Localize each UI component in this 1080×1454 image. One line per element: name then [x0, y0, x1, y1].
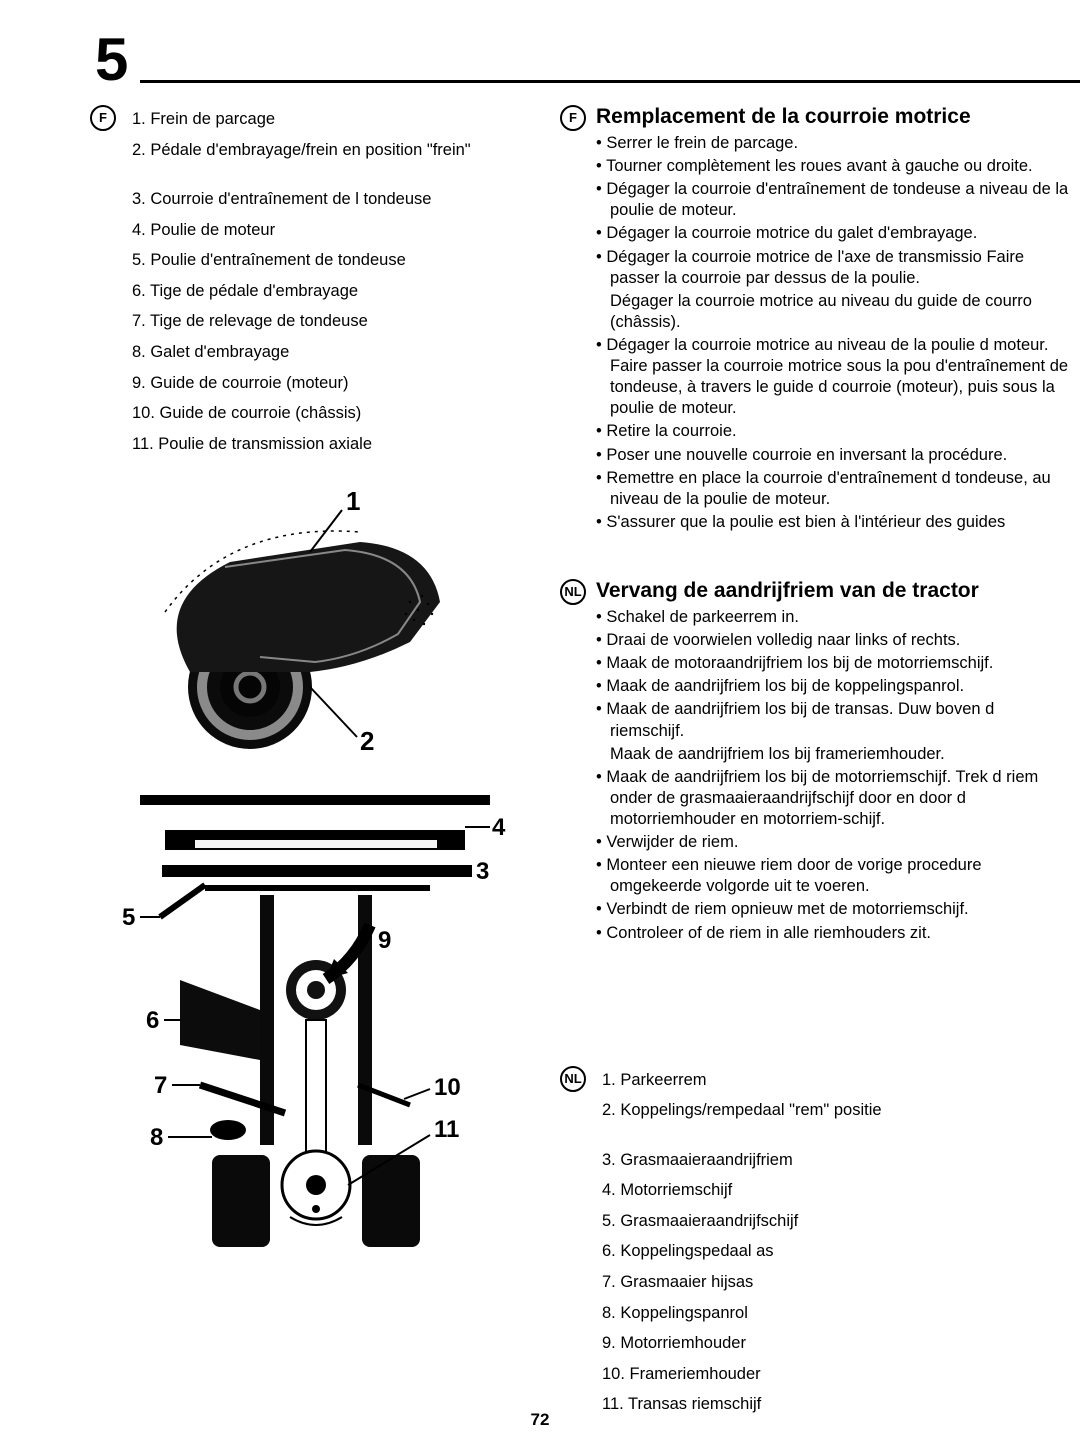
bullet-item: Dégager la courroie motrice de l'axe de … [596, 247, 1070, 289]
bullets-fr: Serrer le frein de parcage.Tourner compl… [596, 133, 1070, 533]
left-column: F 1. Frein de parcage 2. Pédale d'embraya… [90, 105, 550, 1423]
bullet-item: Retire la courroie. [596, 421, 1070, 442]
parts-list-nl: 1. Parkeerrem 2. Koppelings/rempedaal "re… [602, 1068, 882, 1423]
bullet-item: Serrer le frein de parcage. [596, 133, 1070, 154]
list-item: 3. Grasmaaieraandrijfriem [602, 1148, 882, 1174]
list-item: 6. Koppelingspedaal as [602, 1239, 882, 1265]
bullet-item: Schakel de parkeerrem in. [596, 607, 1070, 628]
lang-badge-nl: NL [560, 579, 586, 605]
section-nl-head: NL Vervang de aandrijfriem van de tracto… [560, 579, 1070, 946]
svg-text:9: 9 [378, 927, 391, 954]
fig1-label-2: 2 [360, 726, 374, 756]
bullet-item: Draai de voorwielen volledig naar links … [596, 630, 1070, 651]
list-item: 8. Koppelingspanrol [602, 1301, 882, 1327]
svg-text:5: 5 [122, 904, 135, 931]
bullet-item: Tourner complètement les roues avant à g… [596, 156, 1070, 177]
bullet-item: S'assurer que la poulie est bien à l'int… [596, 512, 1070, 533]
page-body: F 1. Frein de parcage 2. Pédale d'embraya… [90, 105, 1080, 1423]
section-title-fr: Remplacement de la courroie motrice [596, 105, 1070, 129]
section-fr-head: F Remplacement de la courroie motrice Se… [560, 105, 1070, 535]
figure-2: 4 3 5 9 6 7 8 10 11 [110, 785, 530, 1260]
bullet-item: Maak de aandrijfriem los bij de transas.… [596, 699, 1070, 741]
svg-text:4: 4 [492, 814, 506, 841]
bullets-nl: Schakel de parkeerrem in.Draai de voorwi… [596, 607, 1070, 944]
right-column: F Remplacement de la courroie motrice Se… [550, 105, 1070, 1423]
svg-text:8: 8 [150, 1124, 163, 1151]
list-item: 1. Parkeerrem [602, 1068, 882, 1094]
list-item: 5. Poulie d'entraînement de tondeuse [132, 248, 471, 274]
list-item: 4. Motorriemschijf [602, 1178, 882, 1204]
lang-badge-f: F [90, 105, 116, 131]
bullet-item: Dégager la courroie d'entraînement de to… [596, 179, 1070, 221]
parts-list-fr: 1. Frein de parcage 2. Pédale d'embrayage… [132, 107, 471, 462]
list-item: 3. Courroie d'entraînement de l tondeuse [132, 187, 471, 213]
bullet-item: Maak de aandrijfriem los bij de motorrie… [596, 767, 1070, 830]
parts-list-nl-head: NL 1. Parkeerrem 2. Koppelings/rempedaal … [560, 1066, 1070, 1423]
lang-badge-f2: F [560, 105, 586, 131]
bullet-item: Verbindt de riem opnieuw met de motorrie… [596, 899, 1070, 920]
list-item: 9. Motorriemhouder [602, 1331, 882, 1357]
bullet-item: Verwijder de riem. [596, 832, 1070, 853]
bullet-item: Controleer of de riem in alle riemhouder… [596, 923, 1070, 944]
bullet-item: Remettre en place la courroie d'entraîne… [596, 468, 1070, 510]
svg-text:7: 7 [154, 1072, 167, 1099]
list-item: 4. Poulie de moteur [132, 218, 471, 244]
lang-badge-nl2: NL [560, 1066, 586, 1092]
section-title-nl: Vervang de aandrijfriem van de tractor [596, 579, 1070, 603]
list-item: 2. Pédale d'embrayage/frein en position … [132, 138, 471, 164]
chapter-number: 5 [95, 25, 128, 94]
bullet-item: Dégager la courroie motrice au niveau de… [596, 335, 1070, 419]
svg-text:6: 6 [146, 1007, 159, 1034]
list-item: 2. Koppelings/rempedaal "rem" positie [602, 1098, 882, 1124]
bullet-subline: Dégager la courroie motrice au niveau du… [596, 291, 1070, 333]
list-item: 9. Guide de courroie (moteur) [132, 371, 471, 397]
bullet-item: Maak de aandrijfriem los bij de koppelin… [596, 676, 1070, 697]
list-item: 1. Frein de parcage [132, 107, 471, 133]
svg-text:11: 11 [434, 1116, 459, 1143]
list-item: 7. Grasmaaier hijsas [602, 1270, 882, 1296]
figure-1: 1 2 [110, 492, 530, 767]
bullet-item: Maak de motoraandrijfriem los bij de mot… [596, 653, 1070, 674]
left-list-head: F 1. Frein de parcage 2. Pédale d'embraya… [90, 105, 530, 462]
list-item: 7. Tige de relevage de tondeuse [132, 309, 471, 335]
fig1-label-1: 1 [346, 492, 360, 516]
list-item: 6. Tige de pédale d'embrayage [132, 279, 471, 305]
horizontal-rule [140, 80, 1080, 83]
list-item: 10. Guide de courroie (châssis) [132, 401, 471, 427]
list-item: 10. Frameriemhouder [602, 1362, 882, 1388]
bullet-item: Monteer een nieuwe riem door de vorige p… [596, 855, 1070, 897]
list-item: 5. Grasmaaieraandrijfschijf [602, 1209, 882, 1235]
bullet-item: Dégager la courroie motrice du galet d'e… [596, 223, 1070, 244]
svg-text:3: 3 [476, 858, 489, 885]
list-item: 11. Transas riemschijf [602, 1392, 882, 1418]
svg-text:10: 10 [434, 1074, 461, 1101]
list-item: 11. Poulie de transmission axiale [132, 432, 471, 458]
bullet-item: Poser une nouvelle courroie en inversant… [596, 445, 1070, 466]
page-number: 72 [531, 1410, 550, 1430]
bullet-subline: Maak de aandrijfriem los bij frameriemho… [596, 744, 1070, 765]
list-item: 8. Galet d'embrayage [132, 340, 471, 366]
